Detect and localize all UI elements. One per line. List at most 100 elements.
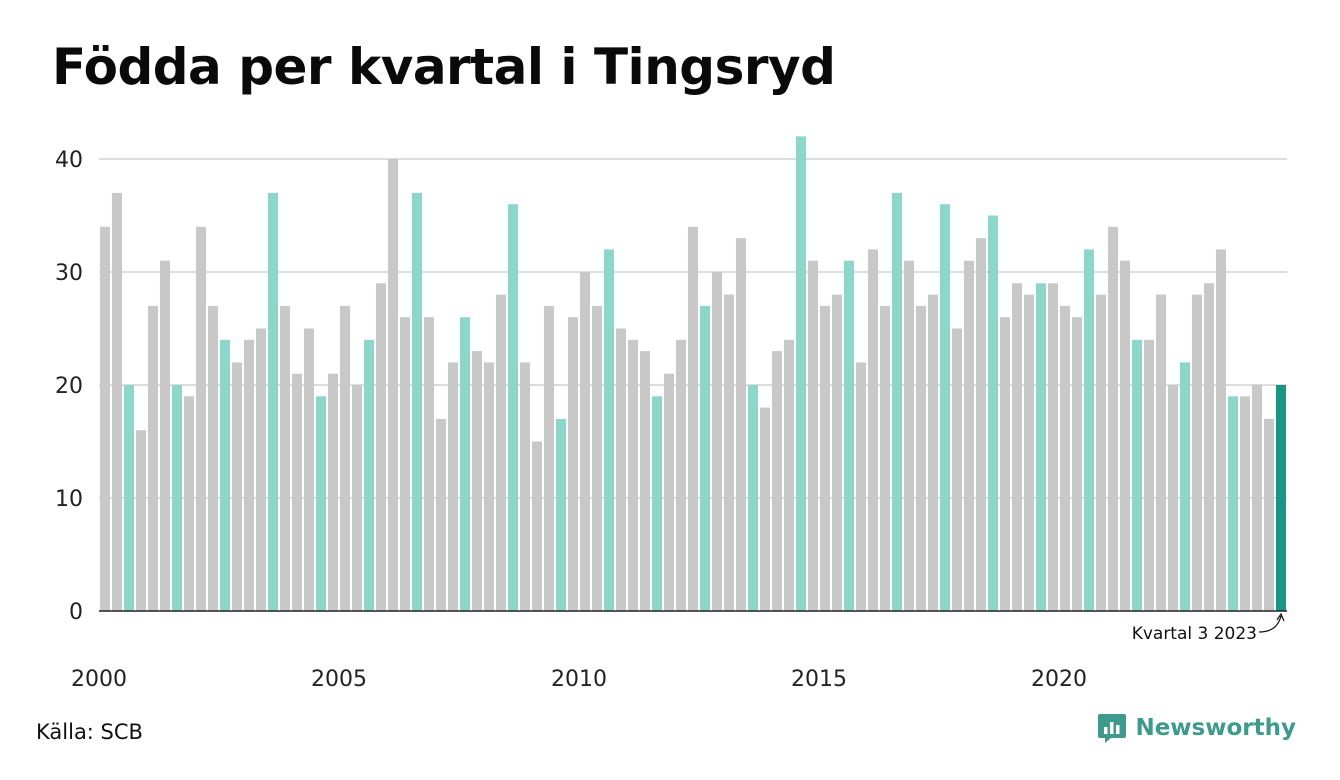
bar: [879, 305, 891, 611]
bar: [1131, 339, 1143, 611]
bar: [735, 238, 747, 611]
bar: [987, 215, 999, 611]
bar: [807, 260, 819, 611]
bar: [447, 362, 459, 611]
bar: [1215, 249, 1227, 611]
bar: [435, 418, 447, 611]
bar: [675, 339, 687, 611]
bar: [1047, 283, 1059, 611]
bar: [939, 204, 951, 611]
bar: [843, 260, 855, 611]
bar: [1071, 317, 1083, 611]
x-axis-ticks: 2000 2005 2010 2015 2020: [71, 667, 1087, 692]
bar: [1095, 294, 1107, 611]
bar: [1107, 226, 1119, 612]
bar: [687, 226, 699, 612]
bar: [519, 362, 531, 611]
bar: [759, 407, 771, 611]
chart-title: Födda per kvartal i Tingsryd: [52, 38, 836, 96]
bars: [99, 136, 1287, 612]
bar: [603, 249, 615, 611]
bar: [783, 339, 795, 611]
bar: [1191, 294, 1203, 611]
bar: [363, 339, 375, 611]
bar: [531, 441, 543, 611]
x-tick-label: 2005: [311, 667, 367, 692]
bar: [1035, 283, 1047, 611]
bar: [543, 305, 555, 611]
bar: [1203, 283, 1215, 611]
bar: [891, 192, 903, 611]
bar: [1155, 294, 1167, 611]
annotation-label: Kvartal 3 2023: [1132, 624, 1257, 644]
bar: [171, 385, 183, 611]
bar: [915, 305, 927, 611]
bar: [207, 305, 219, 611]
bar: [903, 260, 915, 611]
x-tick-label: 2020: [1031, 667, 1087, 692]
bar: [1059, 305, 1071, 611]
bar: [1011, 283, 1023, 611]
bar: [627, 339, 639, 611]
y-tick-label: 40: [55, 148, 83, 173]
bar: [483, 362, 495, 611]
bar: [1119, 260, 1131, 611]
bar: [1275, 385, 1287, 611]
bar: [495, 294, 507, 611]
x-tick-label: 2015: [791, 667, 847, 692]
bar: [927, 294, 939, 611]
bar: [135, 430, 147, 611]
bar: [399, 317, 411, 611]
bar: [507, 204, 519, 611]
y-axis-ticks: 0 10 20 30 40: [55, 148, 83, 625]
y-tick-label: 0: [69, 600, 83, 625]
bar: [219, 339, 231, 611]
bar: [795, 136, 807, 611]
y-tick-label: 20: [55, 374, 83, 399]
bar: [651, 396, 663, 611]
bar: [951, 328, 963, 611]
bar: [819, 305, 831, 611]
bar: [1179, 362, 1191, 611]
brand-logo: Newsworthy: [1097, 712, 1296, 744]
brand-name: Newsworthy: [1135, 715, 1296, 741]
bar: [999, 317, 1011, 611]
x-tick-label: 2000: [71, 667, 127, 692]
bar: [255, 328, 267, 611]
bar: [147, 305, 159, 611]
bar: [339, 305, 351, 611]
bar: [567, 317, 579, 611]
bar: [555, 418, 567, 611]
bar: [243, 339, 255, 611]
bar: [351, 385, 363, 611]
x-tick-label: 2010: [551, 667, 607, 692]
newsworthy-logo-icon: [1098, 714, 1127, 743]
bar: [423, 317, 435, 611]
y-tick-label: 30: [55, 261, 83, 286]
bar: [867, 249, 879, 611]
bar: [723, 294, 735, 611]
bar: [1083, 249, 1095, 611]
bar: [1167, 385, 1179, 611]
source-note: Källa: SCB: [36, 720, 143, 744]
bar: [123, 385, 135, 611]
bar: [831, 294, 843, 611]
annotation: Kvartal 3 2023: [1132, 612, 1285, 644]
bar: [639, 351, 651, 611]
bar: [231, 362, 243, 611]
bar: [291, 373, 303, 611]
bar: [747, 385, 759, 611]
bar: [303, 328, 315, 611]
bar: [387, 159, 399, 611]
bar: [975, 238, 987, 611]
bar: [99, 226, 111, 612]
bar: [579, 272, 591, 611]
bar: [663, 373, 675, 611]
bar-chart: 0 10 20 30 40 2000 2005 2010 2015 2020 Kvartal 3…: [55, 136, 1287, 692]
bar: [375, 283, 387, 611]
bar: [1227, 396, 1239, 611]
bar: [267, 192, 279, 611]
bar: [183, 396, 195, 611]
bar: [315, 396, 327, 611]
bar: [159, 260, 171, 611]
